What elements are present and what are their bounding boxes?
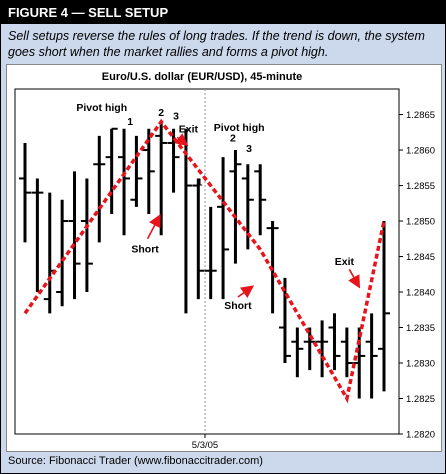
y-tick-label: 1.2860 [406,146,435,157]
trendline [23,118,386,404]
y-tick-label: 1.2820 [406,430,435,441]
annotation-arrow [348,268,361,289]
ohlc-bar [328,313,341,371]
annotation-arrow [174,133,189,147]
ohlc-bar [266,221,279,314]
annotation-label: Exit [179,123,199,135]
annotation-label: 1 [127,116,133,128]
annotation-label: Short [224,300,252,312]
ohlc-bar [217,157,230,300]
annotation-label: 2 [158,107,164,119]
ohlc-bar [192,178,205,300]
ohlc-bar [378,221,390,392]
annotation-arrow [146,213,161,240]
y-tick-label: 1.2835 [406,323,435,334]
annotation-label: 3 [173,111,179,123]
ohlc-bar [303,327,316,371]
y-tick-label: 1.2845 [406,252,435,263]
ohlc-bar [204,206,217,300]
ohlc-bar [118,128,131,236]
y-tick-label: 1.2865 [406,110,435,121]
annotation-label: 1 [197,177,203,189]
ohlc-bar [80,178,93,293]
ohlc-bar [43,192,56,314]
annotation-label: Short [131,243,159,255]
ohlc-bar [31,178,44,293]
ohlc-bar [142,128,155,214]
ohlc-bar [105,127,118,214]
annotation-arrow [237,285,255,299]
ohlc-chart: Euro/U.S. dollar (EUR/USD), 45-minute 5/… [14,71,435,451]
trendline-path [23,118,386,404]
y-tick-label: 1.2840 [406,288,435,299]
ohlc-bar [340,327,353,378]
annotation-label: 2 [230,133,236,145]
ohlc-bar [365,313,378,399]
y-tick-label: 1.2825 [406,394,435,405]
ohlc-bar [93,135,106,243]
price-bars [19,121,390,399]
chart-panel: Euro/U.S. dollar (EUR/USD), 45-minute 5/… [6,64,442,452]
annotation-label: Pivot high [76,102,127,114]
x-axis-label: 5/3/05 [192,440,218,451]
ohlc-bar [130,135,143,207]
ohlc-bar [353,327,366,399]
y-tick-label: 1.2830 [406,359,435,370]
ohlc-bar [278,277,291,364]
ohlc-bar [56,199,69,307]
y-tick-label: 1.2850 [406,217,435,228]
ohlc-bar [155,121,168,236]
annotation-label: Pivot high [214,122,265,134]
y-axis: 1.2865 1.2860 1.2855 1.2850 1.2845 1.2840 1.28… [399,110,435,441]
annotation-label: Exit [335,256,355,268]
figure-caption: Sell setups reverse the rules of long tr… [8,29,425,59]
ohlc-bar [316,320,329,378]
ohlc-bar [254,164,267,236]
ohlc-bar [291,327,304,378]
chart-title: Euro/U.S. dollar (EUR/USD), 45-minute [102,71,302,83]
ohlc-bar [241,164,254,250]
ohlc-bar [68,171,81,300]
ohlc-bar [19,142,31,243]
annotation-label: 3 [246,143,252,155]
plot-frame [14,88,400,435]
y-tick-label: 1.2855 [406,181,435,192]
ohlc-bar [229,150,242,264]
figure-header: FIGURE 4 — SELL SETUP [1,1,445,24]
annotation-arrows [146,133,361,299]
source-credit: Source: Fibonacci Trader (www.fibonaccit… [8,455,263,467]
